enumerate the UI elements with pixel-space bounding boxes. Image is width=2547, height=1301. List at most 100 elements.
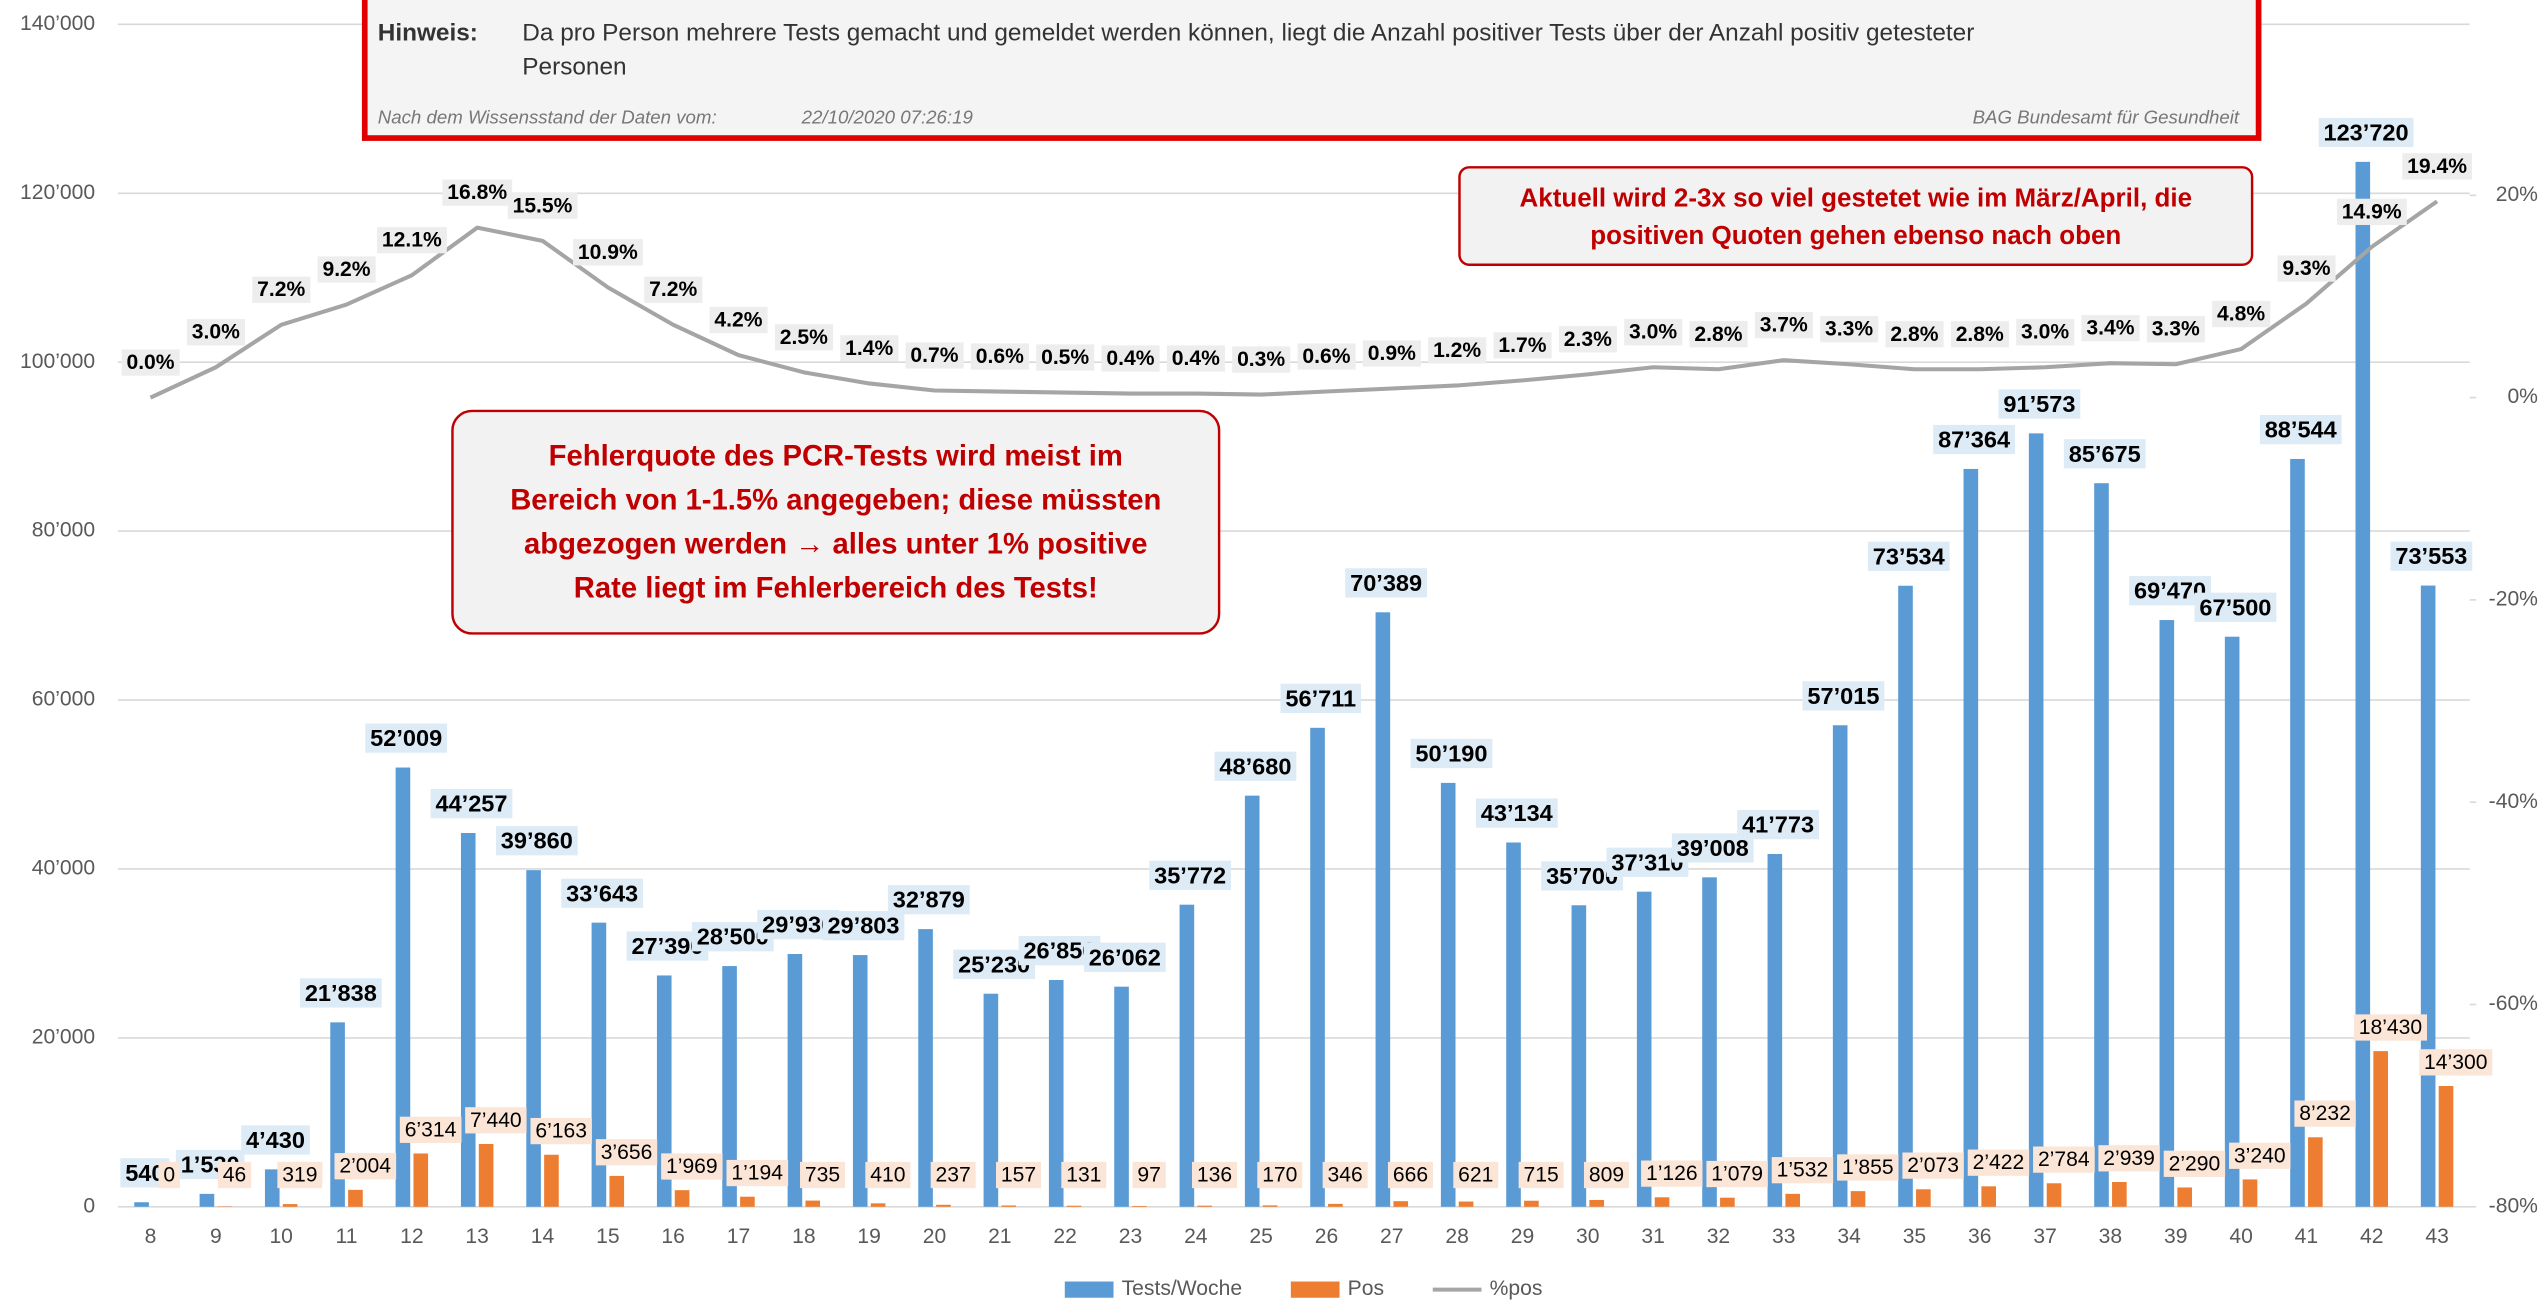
- data-label: 0.4%: [1106, 347, 1154, 370]
- bar: [1114, 986, 1129, 1207]
- data-label-bg: [887, 885, 970, 915]
- data-label: 7.2%: [649, 278, 697, 301]
- data-label-bg: [930, 1161, 976, 1189]
- bar: [722, 966, 737, 1207]
- data-label-bg: [1475, 798, 1558, 828]
- data-label: 4’430: [246, 1127, 305, 1153]
- x-tick-label: 22: [1053, 1225, 1076, 1248]
- data-label: 6’163: [535, 1120, 587, 1143]
- x-tick-label: 43: [2425, 1225, 2448, 1248]
- data-label: 0.9%: [1368, 342, 1416, 365]
- x-tick-label: 15: [596, 1225, 619, 1248]
- data-label-bg: [1297, 343, 1356, 370]
- bar: [1524, 1200, 1539, 1207]
- x-tick-label: 37: [2033, 1225, 2056, 1248]
- data-label-bg: [1583, 1161, 1629, 1189]
- bar: [2112, 1181, 2127, 1207]
- bar: [199, 1193, 215, 1207]
- annotation-text: positiven Quoten gehen ebenso nach oben: [1590, 220, 2121, 250]
- data-label: 809: [1589, 1164, 1624, 1187]
- data-label: 14’300: [2424, 1051, 2487, 1074]
- bar: [2355, 161, 2371, 1207]
- data-label: 1’969: [666, 1155, 718, 1178]
- bar: [1720, 1197, 1735, 1207]
- data-label-bg: [2336, 198, 2407, 225]
- data-label-bg: [465, 1107, 527, 1134]
- bar: [1850, 1191, 1866, 1207]
- bar: [1981, 1186, 1997, 1207]
- labels: 540 1’5304’43021’83852’00944’25739’86033’…: [120, 117, 2493, 1189]
- data-label: 57’015: [1807, 683, 1879, 709]
- bar: [1393, 1201, 1409, 1207]
- data-label: 3.4%: [2086, 317, 2134, 340]
- bar: [591, 922, 607, 1207]
- data-label: 48’680: [1219, 753, 1291, 779]
- data-label: 0.6%: [976, 345, 1024, 368]
- data-label: 2.8%: [1956, 323, 2004, 346]
- data-label-bg: [1689, 321, 1748, 348]
- data-label-bg: [442, 179, 513, 206]
- data-label-bg: [709, 306, 768, 334]
- bar: [348, 1189, 363, 1207]
- bar: [2242, 1179, 2258, 1207]
- data-label: 27’390: [631, 933, 703, 959]
- x-tick-label: 23: [1119, 1225, 1142, 1248]
- data-label-bg: [865, 1161, 911, 1189]
- bar: [1898, 585, 1913, 1207]
- data-label: 25’230: [958, 951, 1030, 977]
- data-label-bg: [2033, 1146, 2095, 1173]
- data-label: 14.9%: [2342, 200, 2402, 223]
- data-label: 735: [805, 1164, 840, 1187]
- data-label: 540: [125, 1160, 164, 1186]
- bar: [1832, 725, 1848, 1207]
- data-label: 1’194: [731, 1162, 783, 1185]
- data-label-bg: [299, 978, 382, 1008]
- data-label: 237: [936, 1164, 971, 1187]
- data-label-bg: [1950, 321, 2009, 348]
- bar: [1571, 905, 1587, 1207]
- bar: [805, 1200, 821, 1207]
- data-label: 26’062: [1089, 944, 1161, 970]
- y-tick-label: 60’000: [32, 688, 95, 711]
- data-label-bg: [1345, 568, 1428, 598]
- annotation-frame: [1458, 166, 2254, 266]
- data-label: 91’573: [2003, 391, 2075, 417]
- notice-date-label: Nach dem Wissensstand der Daten vom:: [378, 107, 717, 128]
- y2-tick-label: 20%: [2496, 183, 2538, 206]
- data-label: 7’440: [470, 1109, 522, 1132]
- data-label: 131: [1066, 1164, 1101, 1187]
- data-label-bg: [2063, 439, 2146, 469]
- data-label-bg: [1410, 738, 1493, 769]
- bar: [983, 993, 999, 1207]
- data-label: 6’314: [405, 1118, 457, 1141]
- data-label-bg: [507, 192, 578, 219]
- data-label: 70’389: [1350, 570, 1422, 596]
- data-label-bg: [1083, 942, 1166, 972]
- data-label: 666: [1393, 1164, 1428, 1187]
- data-label-bg: [1493, 332, 1552, 359]
- bar: [134, 1202, 149, 1207]
- annotation-text: Bereich von 1-1.5% angegeben; diese müss…: [510, 485, 1161, 517]
- y-tick-label: 0: [83, 1194, 95, 1217]
- data-label-bg: [1036, 344, 1095, 371]
- marks: [134, 161, 2454, 1207]
- notice-text: Da pro Person mehrere Tests gemacht und …: [522, 20, 1974, 47]
- bar: [2373, 1051, 2388, 1207]
- data-label-bg: [2277, 255, 2336, 282]
- notice-label: Hinweis:: [378, 20, 478, 47]
- data-label-bg: [1387, 1161, 1433, 1189]
- data-label: 1.7%: [1498, 334, 1546, 357]
- data-label-bg: [573, 239, 643, 266]
- data-label-bg: [186, 319, 246, 346]
- bar: [787, 954, 803, 1207]
- data-label-bg: [905, 342, 964, 369]
- annotation-text: abgezogen werden → alles unter 1% positi…: [524, 528, 1148, 560]
- data-label: 2’290: [2169, 1152, 2221, 1175]
- data-label: 1’532: [1777, 1159, 1829, 1182]
- x-tick-label: 28: [1445, 1225, 1468, 1248]
- data-label-bg: [970, 343, 1029, 370]
- data-label-bg: [1166, 345, 1225, 372]
- data-label-bg: [1802, 681, 1885, 711]
- data-label: 37’310: [1611, 849, 1683, 875]
